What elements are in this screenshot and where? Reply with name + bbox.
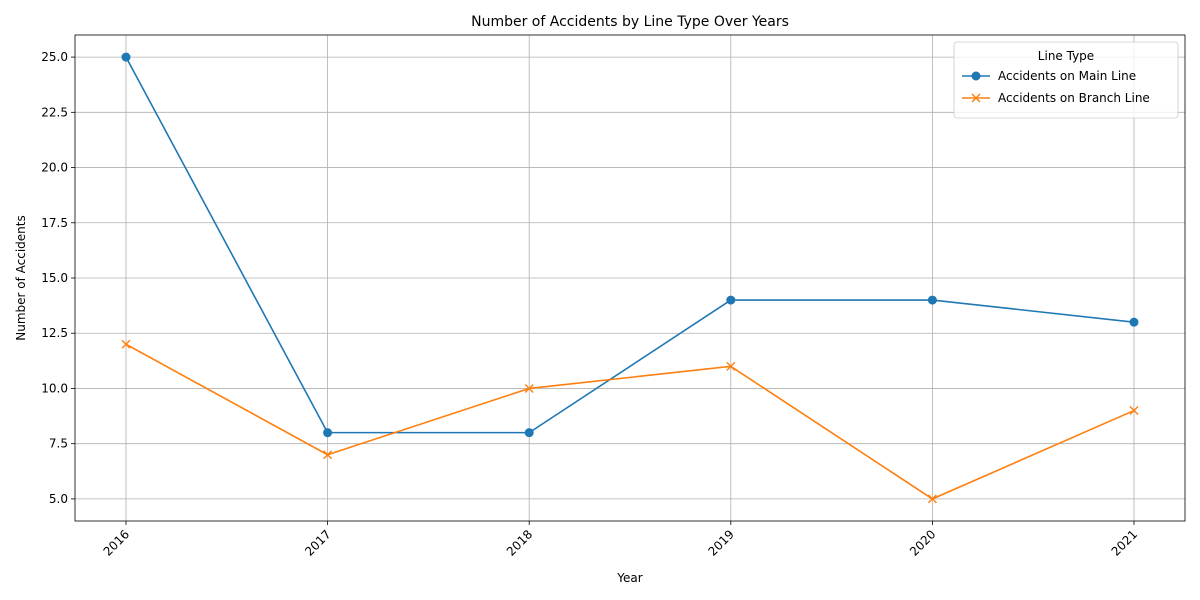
legend: Line Type Accidents on Main LineAccident…	[953, 41, 1179, 119]
data-point	[121, 339, 131, 349]
data-point	[927, 295, 937, 305]
y-axis-ticks: 5.0 7.5 10.0 12.5 15.0 17.5 20.0 22.5 25.0	[41, 50, 75, 506]
y-tick-label: 7.5	[49, 437, 68, 451]
data-point	[726, 361, 736, 371]
data-point	[1129, 317, 1139, 327]
x-tick-label: 2020	[907, 527, 938, 558]
y-tick-label: 17.5	[41, 216, 68, 230]
x-tick-label: 2019	[705, 527, 736, 558]
legend-title: Line Type	[1038, 49, 1094, 63]
x-tick-label: 2017	[302, 527, 333, 558]
data-point	[927, 494, 937, 504]
series-2	[121, 339, 1139, 504]
series-line	[125, 56, 1135, 434]
x-tick-label: 2018	[504, 527, 535, 558]
data-point	[121, 52, 131, 62]
legend-marker	[971, 93, 981, 103]
y-tick-label: 10.0	[41, 381, 68, 395]
x-axis-ticks: 2016 2017 2018 2019 2020 2021	[101, 521, 1140, 559]
data-point	[323, 450, 333, 460]
data-point	[323, 428, 333, 438]
data-point	[726, 295, 736, 305]
y-tick-label: 5.0	[49, 492, 68, 506]
series-1	[121, 52, 1139, 438]
data-point	[524, 383, 534, 393]
y-axis-label: Number of Accidents	[14, 215, 28, 341]
x-tick-label: 2021	[1109, 527, 1140, 558]
legend-entry: Accidents on Branch Line	[962, 91, 1150, 105]
y-tick-label: 15.0	[41, 271, 68, 285]
legend-entry: Accidents on Main Line	[962, 69, 1136, 83]
series-line	[125, 343, 1135, 500]
x-axis-label: Year	[616, 571, 642, 585]
legend-box	[953, 41, 1179, 119]
legend-entries: Accidents on Main Line Accidents on Branc…	[962, 69, 1150, 105]
data-point	[524, 428, 534, 438]
y-tick-label: 22.5	[41, 105, 68, 119]
series-layer	[121, 52, 1139, 504]
legend-label: Accidents on Branch Line	[998, 91, 1150, 105]
y-tick-label: 25.0	[41, 50, 68, 64]
y-tick-label: 20.0	[41, 161, 68, 175]
legend-label: Accidents on Main Line	[998, 69, 1136, 83]
chart-title: Number of Accidents by Line Type Over Ye…	[471, 14, 789, 30]
data-point	[1129, 406, 1139, 416]
x-tick-label: 2016	[101, 527, 132, 558]
legend-marker	[971, 71, 981, 81]
y-tick-label: 12.5	[41, 326, 68, 340]
